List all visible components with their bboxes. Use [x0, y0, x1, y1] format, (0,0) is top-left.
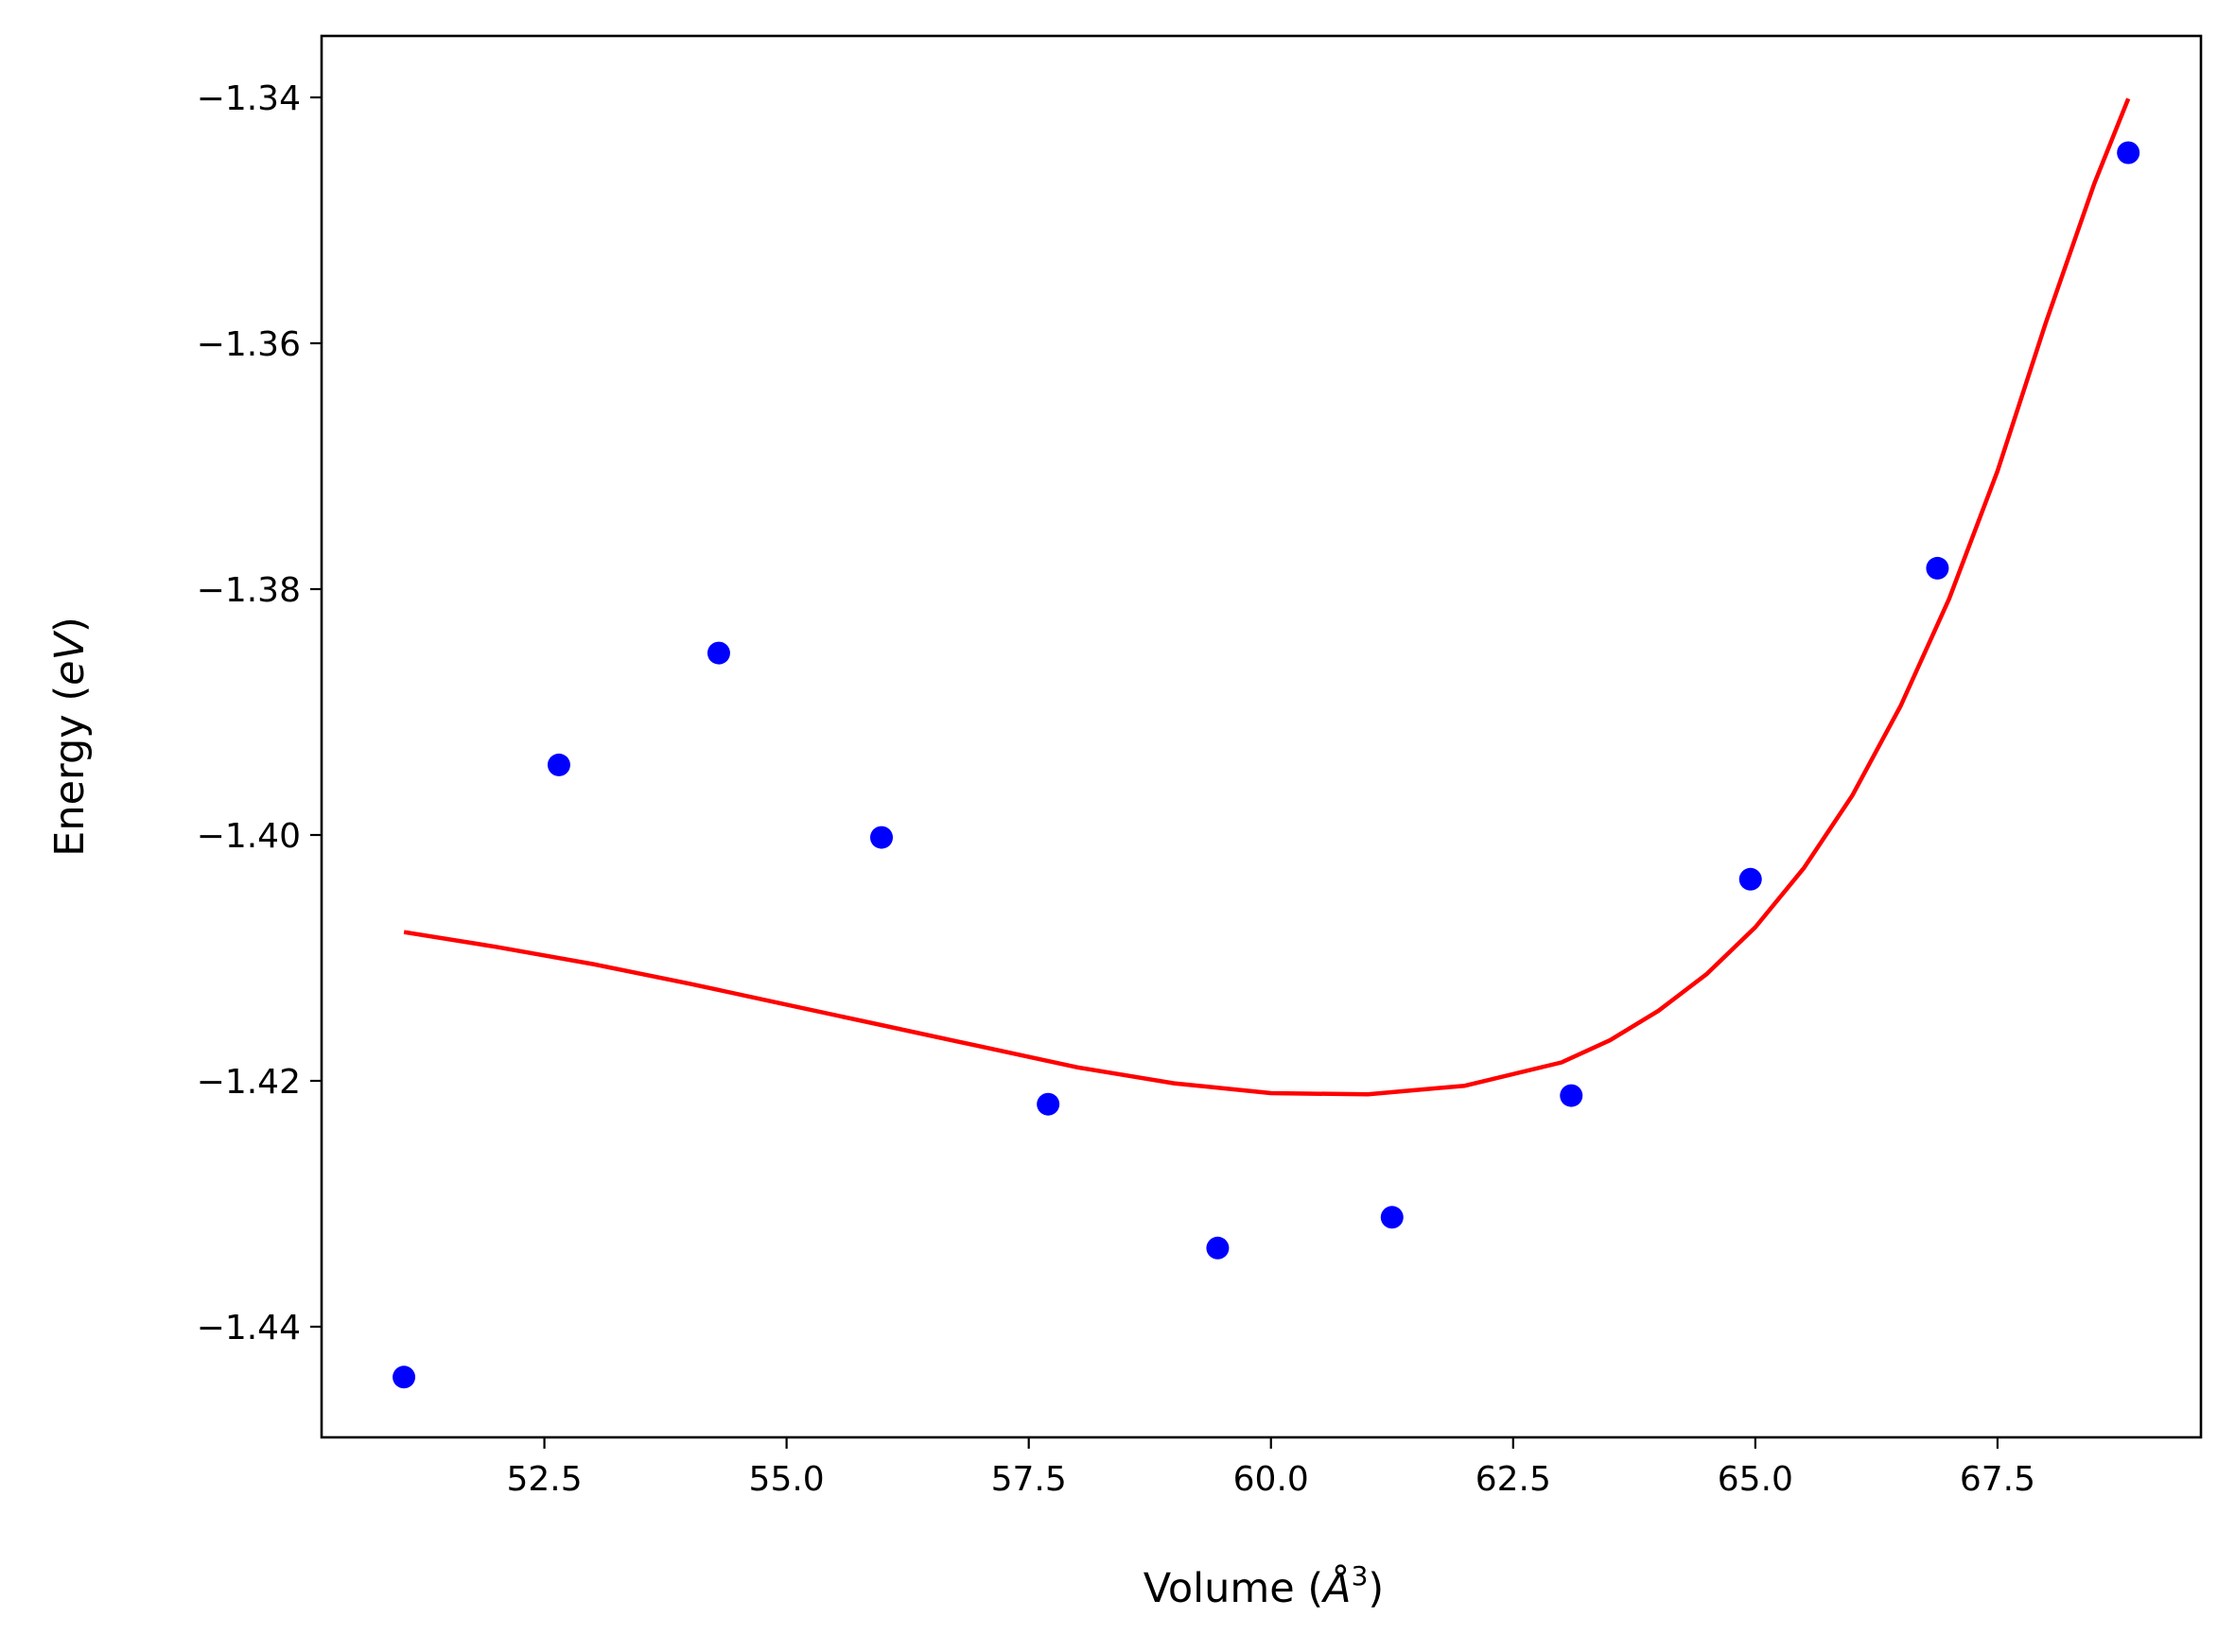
y-axis-title-prefix: Energy (: [46, 686, 94, 857]
y-axis-title-unit: eV: [46, 630, 94, 685]
x-tick-label: 55.0: [749, 1460, 825, 1499]
plot-area: [393, 97, 2140, 1389]
data-point: [707, 641, 730, 665]
y-tick-label: −1.44: [197, 1309, 301, 1348]
data-point: [1738, 867, 1762, 891]
y-tick-label: −1.34: [197, 79, 301, 118]
fit-curve-line: [403, 97, 2131, 1097]
data-point: [1206, 1236, 1230, 1260]
x-tick-label: 57.5: [991, 1460, 1067, 1499]
x-axis-title: Volume (Å3): [1144, 1560, 1384, 1612]
y-tick-label: −1.40: [197, 817, 301, 856]
x-tick-label: 52.5: [506, 1460, 582, 1499]
x-axis-title-suffix: ): [1368, 1565, 1384, 1612]
data-point: [393, 1365, 416, 1389]
data-point: [2117, 141, 2140, 165]
y-axis-title-suffix: ): [46, 617, 94, 633]
data-point: [1560, 1084, 1583, 1107]
x-axis-title-prefix: Volume (: [1144, 1565, 1323, 1612]
y-axis-title: Energy (eV): [46, 617, 94, 857]
y-axis-ticks: −1.34 −1.36 −1.38 −1.40 −1.42 −1.44: [197, 79, 322, 1348]
data-point: [1380, 1206, 1404, 1229]
y-tick-label: −1.42: [197, 1063, 301, 1102]
y-tick-label: −1.36: [197, 325, 301, 364]
x-tick-label: 62.5: [1475, 1460, 1551, 1499]
x-axis-ticks: 52.5 55.0 57.5 60.0 62.5 65.0 67.5: [506, 1437, 2035, 1499]
data-point: [547, 753, 570, 776]
data-point: [1926, 556, 1949, 580]
x-axis-title-exponent: 3: [1352, 1560, 1369, 1591]
data-point: [870, 826, 894, 849]
axes-frame: [320, 34, 2203, 1439]
y-tick-label: −1.38: [197, 571, 301, 610]
x-axis-title-symbol: Å: [1320, 1564, 1351, 1612]
data-point: [1037, 1092, 1060, 1116]
x-tick-label: 60.0: [1233, 1460, 1309, 1499]
x-tick-label: 65.0: [1718, 1460, 1793, 1499]
x-tick-label: 67.5: [1960, 1460, 2035, 1499]
